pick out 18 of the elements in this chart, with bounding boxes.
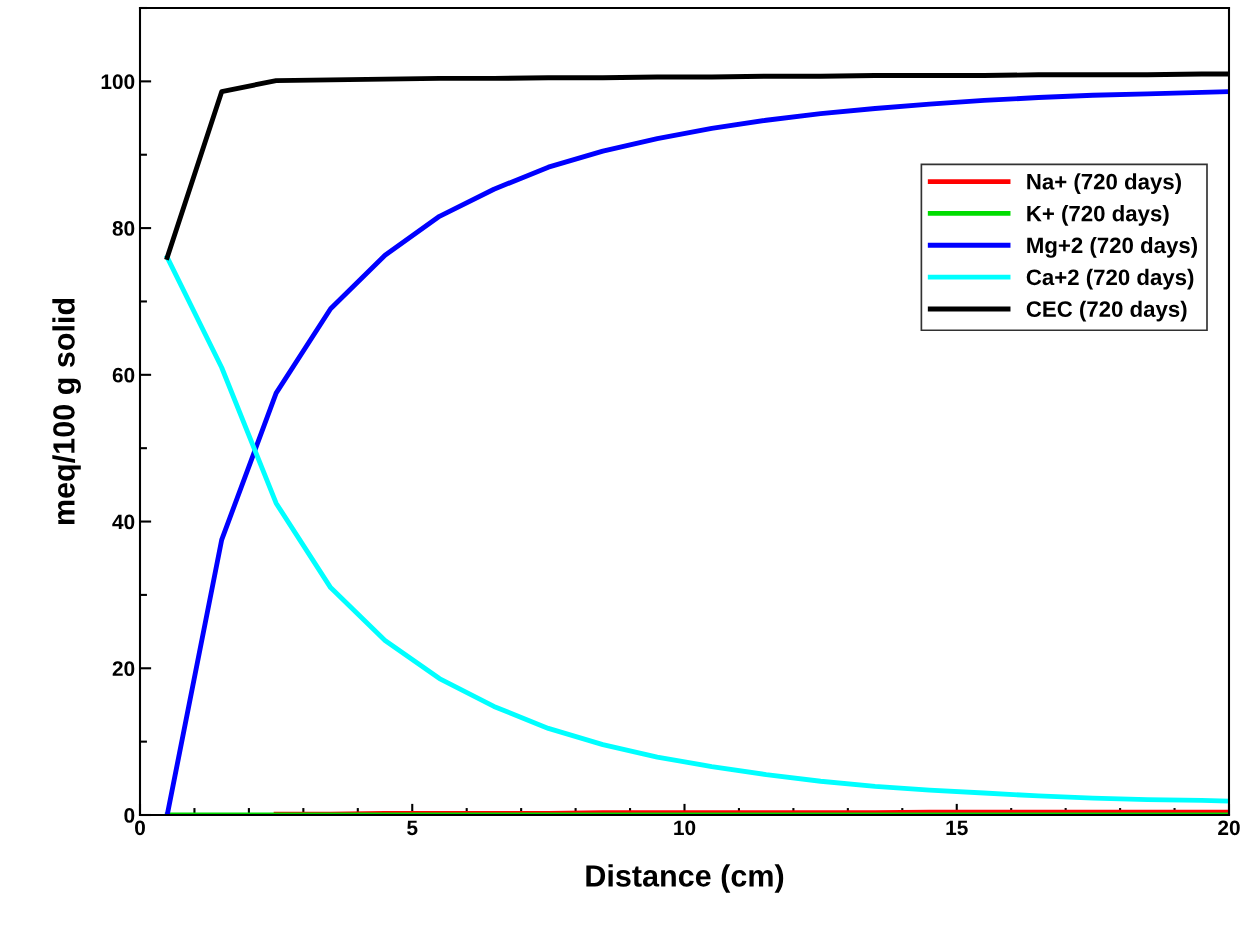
y-axis-title: meq/100 g solid xyxy=(52,298,81,525)
x-tick-label: 10 xyxy=(674,820,696,836)
y-tick-label: 40 xyxy=(112,514,135,530)
legend-label: Na+ (720 days) xyxy=(1027,173,1181,194)
x-axis-title: Distance (cm) xyxy=(586,864,784,893)
y-tick-label: 20 xyxy=(112,661,135,677)
x-tick-label: 20 xyxy=(1218,820,1240,836)
x-tick-label: 15 xyxy=(946,820,968,836)
legend-label: Ca+2 (720 days) xyxy=(1026,268,1194,290)
x-tick-label: 5 xyxy=(407,820,418,836)
legend-label: K+ (720 days) xyxy=(1027,205,1169,226)
y-tick-label: 100 xyxy=(101,74,135,90)
y-tick-label: 60 xyxy=(112,367,135,383)
legend-label: CEC (720 days) xyxy=(1026,300,1187,322)
y-tick-label: 0 xyxy=(124,808,135,823)
y-tick-label: 80 xyxy=(112,221,135,236)
x-tick-label: 0 xyxy=(135,820,145,836)
legend-label: Mg+2 (720 days) xyxy=(1027,236,1198,258)
